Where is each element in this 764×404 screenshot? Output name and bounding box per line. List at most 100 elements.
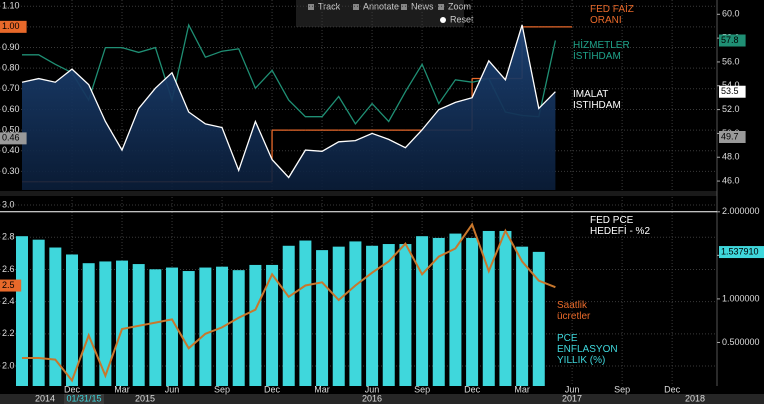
value-tag <box>0 132 27 145</box>
legend-label: FED PCE HEDEFİ - %2 <box>590 215 651 237</box>
bar <box>149 269 162 386</box>
value-tag-label: 1.537910 <box>721 246 759 256</box>
value-tag-label: 49.7 <box>721 131 739 141</box>
bar <box>16 236 28 386</box>
bar <box>366 245 379 386</box>
y-tick-label: 3.0 <box>2 199 15 209</box>
year-label: 2015 <box>135 393 155 403</box>
y-tick-label: 0.70 <box>2 83 20 93</box>
value-tag-label: 0.46 <box>2 133 20 143</box>
bar <box>199 267 212 386</box>
bar <box>316 250 329 386</box>
bar <box>466 237 479 386</box>
bar <box>299 240 312 386</box>
bar <box>166 267 179 386</box>
bar <box>416 236 429 386</box>
toolbar-icon <box>401 4 407 10</box>
y-tick-label: 2.6 <box>2 264 15 274</box>
y2-tick-label: 60.0 <box>722 9 740 19</box>
year-label: 2018 <box>685 393 705 403</box>
panel-separator <box>0 191 717 196</box>
legend-label: IMALAT ISTIHDAM <box>573 89 621 111</box>
y2-tick-label: 1.000000 <box>722 293 760 303</box>
bar <box>266 264 279 386</box>
bar <box>432 237 445 386</box>
value-tag-label: 1.00 <box>2 21 20 31</box>
value-tag <box>0 20 27 33</box>
x-tick-label: Sep <box>214 384 230 394</box>
year-strip <box>0 394 764 404</box>
bar <box>82 263 95 386</box>
x-tick-label: Mar <box>314 384 330 394</box>
x-tick-label: Sep <box>614 384 630 394</box>
bar <box>182 271 195 386</box>
bar <box>99 261 112 386</box>
value-tag <box>719 130 746 143</box>
y2-tick-label: 56.0 <box>722 56 740 66</box>
bar <box>349 241 362 386</box>
x-tick-label: Jun <box>165 384 180 394</box>
y-tick-label: 0.40 <box>2 145 20 155</box>
series-area <box>22 25 556 190</box>
x-tick-label: Jun <box>565 384 580 394</box>
toolbar-icon <box>353 4 359 10</box>
value-tag <box>719 246 764 259</box>
y-tick-label: 0.80 <box>2 63 20 73</box>
bar <box>332 246 345 386</box>
toolbar-button[interactable]: Track <box>318 1 341 11</box>
bar <box>382 244 395 386</box>
y-tick-label: 0.50 <box>2 124 20 134</box>
toolbar-button[interactable]: Reset <box>450 14 474 24</box>
toolbar-icon <box>308 4 314 10</box>
value-tag-label: 2.5 <box>2 280 15 290</box>
x-tick-label: Sep <box>414 384 430 394</box>
bar <box>499 230 512 386</box>
bar <box>232 270 245 386</box>
bar <box>249 264 262 386</box>
x-tick-label: Jun <box>365 384 380 394</box>
y2-tick-label: 52.0 <box>722 104 740 114</box>
cursor-date: 01/31/15 <box>66 393 101 403</box>
bar <box>482 230 495 386</box>
y-tick-label: 0.60 <box>2 104 20 114</box>
y2-tick-label: 54.0 <box>722 80 740 90</box>
y-tick-label: 2.4 <box>2 296 15 306</box>
series-line <box>22 23 557 126</box>
y-tick-label: 1.10 <box>2 1 20 11</box>
year-label: 2017 <box>562 393 582 403</box>
y-tick-label: 0.30 <box>2 166 20 176</box>
legend-label: PCE ENFLASYON YILLIK (%) <box>557 333 618 366</box>
bar <box>532 251 545 386</box>
y2-tick-label: 2.000000 <box>722 206 760 216</box>
value-tag-label: 57.8 <box>721 35 739 45</box>
x-tick-label: Dec <box>264 384 281 394</box>
x-tick-label: Mar <box>514 384 530 394</box>
year-label: 2016 <box>362 393 382 403</box>
x-tick-label: Mar <box>114 384 130 394</box>
bar <box>49 247 62 386</box>
toolbar <box>296 0 464 27</box>
bar <box>32 239 45 386</box>
bar <box>399 244 412 386</box>
year-label: 2014 <box>35 393 55 403</box>
bar <box>449 233 462 386</box>
y2-tick-label: 48.0 <box>722 152 740 162</box>
value-tag <box>719 85 746 98</box>
value-tag <box>0 279 22 292</box>
value-tag-label: 53.5 <box>721 86 739 96</box>
y-tick-label: 2.8 <box>2 232 15 242</box>
y-tick-label: 2.2 <box>2 328 15 338</box>
value-tag <box>719 34 746 47</box>
series-line <box>21 24 556 179</box>
bar <box>282 245 295 386</box>
y2-tick-label: 0.500000 <box>722 337 760 347</box>
cursor-date-box <box>64 394 104 404</box>
y-tick-label: 2.0 <box>2 360 15 370</box>
series-line <box>22 222 556 383</box>
bar <box>516 246 529 386</box>
bar <box>66 254 79 386</box>
toolbar-icon <box>440 17 446 23</box>
legend-label: HİZMETLER İSTİHDAM <box>573 40 630 62</box>
